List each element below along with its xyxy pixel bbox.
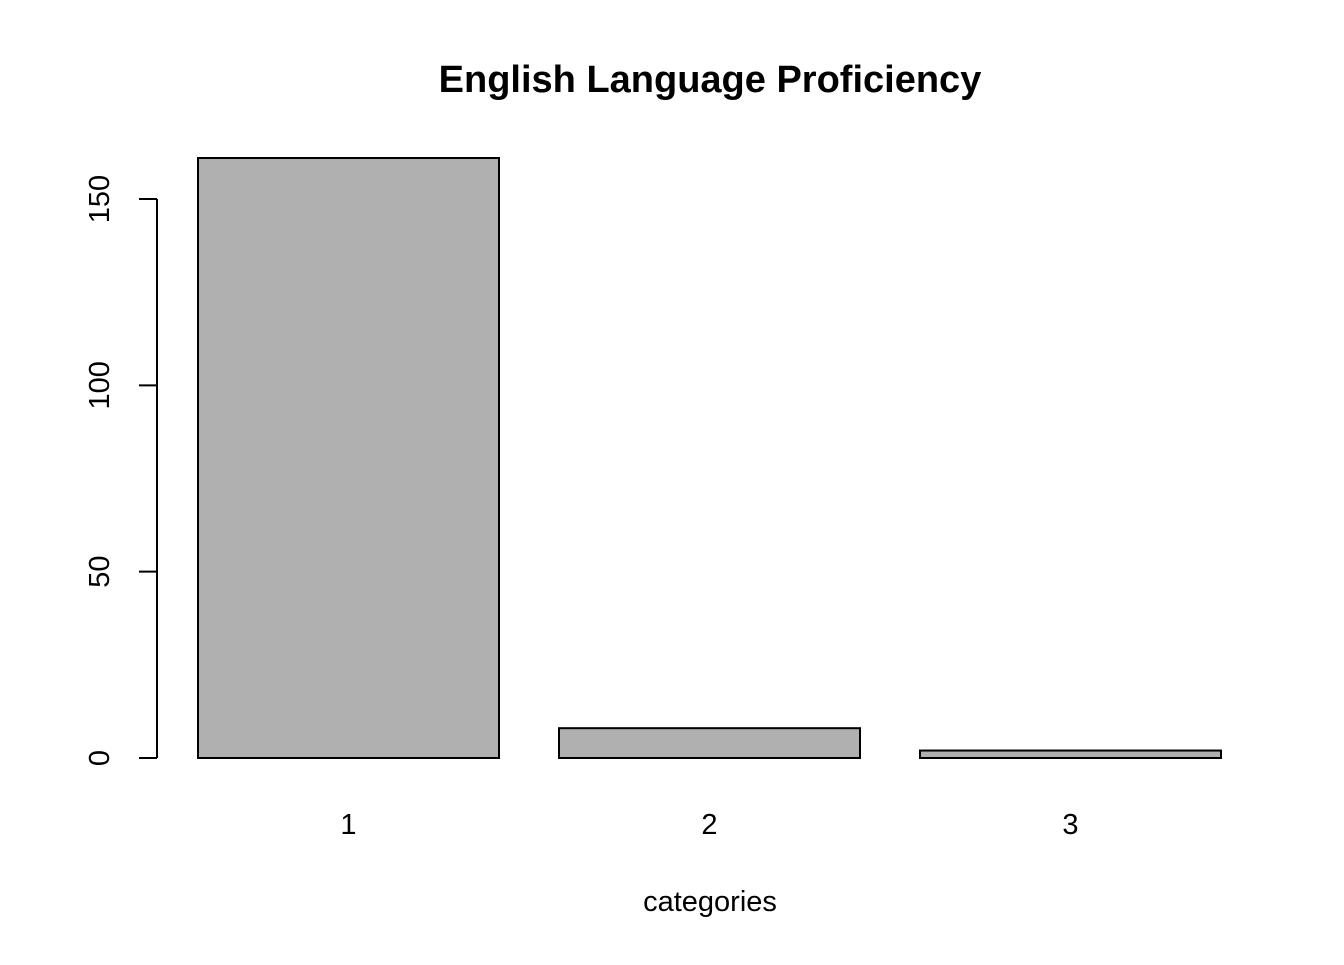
y-tick-label: 0 <box>84 750 116 766</box>
y-tick-label: 150 <box>84 175 116 223</box>
bars-group <box>197 157 1222 760</box>
x-tick-label: 3 <box>1062 809 1078 841</box>
chart-title: English Language Proficiency <box>439 59 982 101</box>
bar-2 <box>558 727 861 759</box>
x-tick-label: 1 <box>340 809 356 841</box>
y-axis: 0 50 100 150 <box>84 175 158 766</box>
bar-1 <box>197 157 500 760</box>
x-tick-labels: 1 2 3 <box>340 809 1078 841</box>
y-tick-label: 50 <box>84 556 116 588</box>
x-tick-label: 2 <box>701 809 717 841</box>
y-tick-label: 100 <box>84 361 116 409</box>
x-axis-label: categories <box>643 886 777 918</box>
bar-3 <box>919 749 1222 760</box>
